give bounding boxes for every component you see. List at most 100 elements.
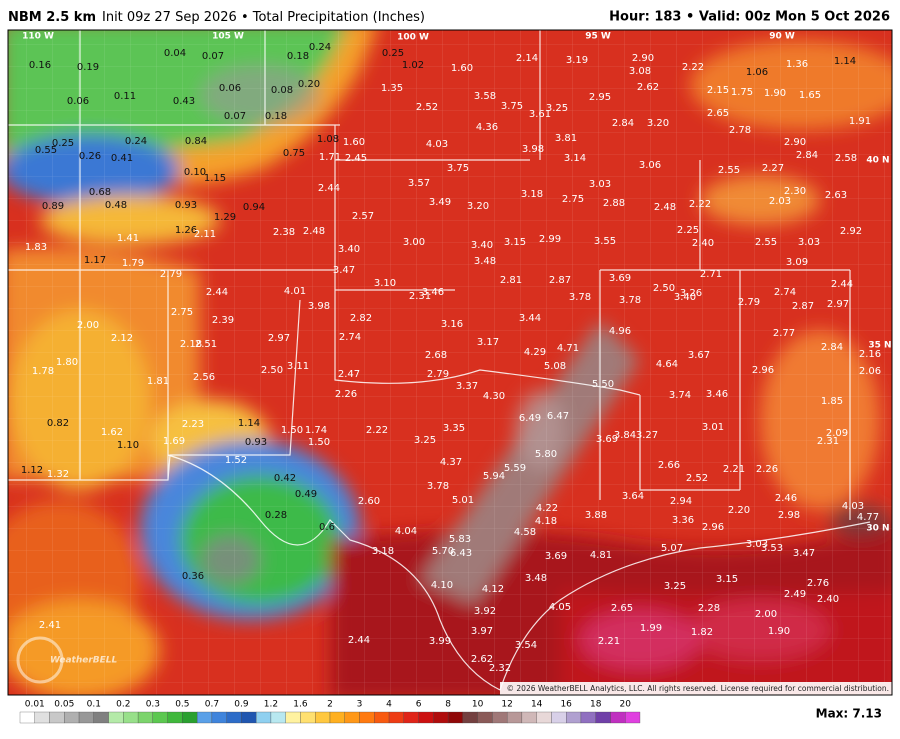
precip-label: 5.83 (449, 534, 471, 545)
precip-label: 3.48 (525, 573, 547, 584)
map-labels: 0.16 0.190.04 0.070.240.18 0.251.02 1.602.14… (21, 42, 881, 674)
grid-label: 110 W (22, 32, 54, 42)
copyright-box (500, 682, 892, 695)
precip-label: 2.96 (752, 365, 774, 376)
precip-label: 2.56 (193, 372, 215, 383)
precip-label: 2.90 (632, 53, 654, 64)
precip-label: 2.62 (471, 654, 493, 665)
precip-label: 2.21 (723, 464, 745, 475)
grid-label: 35 N (868, 341, 891, 351)
precip-label: 4.71 (557, 343, 579, 354)
precip-label: 3.74 (669, 390, 691, 401)
colorbar-label: 0.1 (87, 700, 101, 710)
precip-label: 0.25 (52, 138, 74, 149)
precip-label: 0.42 (274, 473, 296, 484)
precip-label: 6.47 (547, 411, 569, 422)
precip-label: 3.08 (629, 66, 651, 77)
precip-label: 1.02 (402, 60, 424, 71)
precip-label: 0.84 (185, 136, 207, 147)
colorbar-swatch (359, 711, 375, 724)
grid-label: 100 W (397, 33, 429, 43)
precip-label: 3.27 (636, 430, 658, 441)
precip-label: 5.59 (504, 463, 526, 474)
precip-label: 3.37 (456, 381, 478, 392)
precip-label: 4.10 (431, 580, 453, 591)
precip-label: 0.43 (173, 96, 195, 107)
colorbar-label: 18 (590, 700, 602, 710)
precip-label: 2.18 (180, 339, 202, 350)
grid-label: 95 W (585, 32, 611, 42)
precip-label: 1.80 (56, 357, 78, 368)
precip-label: 5.07 (661, 543, 683, 554)
precip-label: 0.04 (164, 48, 186, 59)
precip-label: 4.12 (482, 584, 504, 595)
colorbar-swatch (433, 711, 449, 724)
valid-time: Hour: 183 • Valid: 00z Mon 5 Oct 2026 (609, 10, 890, 25)
precip-label: 3.40 (674, 292, 696, 303)
precip-label: 4.18 (535, 516, 557, 527)
precip-label: 2.27 (762, 163, 784, 174)
grid-labels: 110 W 105 W 100 W 95 W 90 W 40 N 35 N 30 N (22, 32, 892, 534)
colorbar-swatch (462, 711, 478, 724)
precip-label: 2.79 (427, 369, 449, 380)
precip-label: 3.46 (422, 287, 444, 298)
colorbar-swatch (388, 711, 404, 724)
precip-label: 0.11 (114, 91, 136, 102)
precip-label: 3.54 (515, 640, 537, 651)
grid-label: 90 W (769, 32, 795, 42)
precip-label: 4.37 (440, 457, 462, 468)
colorbar-swatch (595, 711, 611, 724)
colorbar-label: 6 (416, 700, 422, 710)
precip-label: 1.52 (225, 455, 247, 466)
precip-label: 1.17 (84, 255, 106, 266)
colorbar-swatch (285, 711, 301, 724)
precip-label: 3.75 (447, 163, 469, 174)
precip-label: 2.31 (817, 436, 839, 447)
precip-label: 4.64 (656, 359, 678, 370)
precip-label: 4.81 (590, 550, 612, 561)
precip-label: 5.70 (432, 546, 454, 557)
copyright: © 2026 WeatherBELL Analytics, LLC. All r… (507, 684, 889, 693)
colorbar-swatch (108, 711, 124, 724)
precip-label: 2.47 (338, 369, 360, 380)
precip-label: 3.99 (429, 636, 451, 647)
precip-label: 0.18 (287, 51, 309, 62)
precip-label: 1.41 (117, 233, 139, 244)
precip-label: 3.81 (555, 133, 577, 144)
colorbar-swatch (256, 711, 272, 724)
precip-label: 2.84 (821, 342, 843, 353)
precip-label: 2.92 (840, 226, 862, 237)
precip-label: 0.82 (47, 418, 69, 429)
precip-label: 3.03 (589, 179, 611, 190)
precip-label: 3.69 (609, 273, 631, 284)
precip-label: 1.90 (764, 88, 786, 99)
precip-label: 3.44 (519, 313, 541, 324)
precip-label: 2.95 (589, 92, 611, 103)
precip-label: 3.06 (639, 160, 661, 171)
precip-label: 3.10 (374, 278, 396, 289)
precip-label: 2.94 (670, 496, 692, 507)
precip-label: 3.47 (333, 265, 355, 276)
precip-label: 0.93 (175, 200, 197, 211)
precip-label: 1.50 (308, 437, 330, 448)
precip-label: 3.97 (471, 626, 493, 637)
precip-label: 4.29 (524, 347, 546, 358)
precip-label: 3.15 (716, 574, 738, 585)
precip-label: 3.03 (798, 237, 820, 248)
precip-label: 4.36 (476, 122, 498, 133)
precip-label: 2.75 (171, 307, 193, 318)
precip-label: 2.16 (859, 349, 881, 360)
colorbar-label: 0.9 (234, 700, 249, 710)
colorbar-label: 0.01 (25, 700, 45, 710)
precip-label: 3.01 (702, 422, 724, 433)
precip-label: 2.63 (825, 190, 847, 201)
precip-label: 0.20 (298, 79, 320, 90)
precip-label: 2.26 (756, 464, 778, 475)
precip-label: 3.25 (664, 581, 686, 592)
precip-label: 2.22 (366, 425, 388, 436)
precip-label: 2.79 (160, 269, 182, 280)
precip-label: 4.01 (284, 286, 306, 297)
precip-label: 3.48 (474, 256, 496, 267)
precip-label: 3.75 (501, 101, 523, 112)
